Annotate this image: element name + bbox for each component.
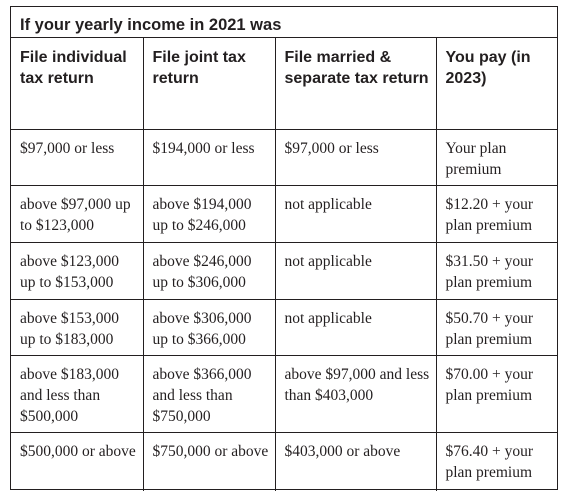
table-cell: not applicable <box>274 298 437 356</box>
table-cell: above $123,000 up to $153,000 <box>11 241 144 300</box>
income-premium-table: If your yearly income in 2021 was File i… <box>10 6 558 491</box>
table-cell: above $246,000 up to $306,000 <box>142 241 276 300</box>
table-cell: above $153,000 up to $183,000 <box>11 298 144 356</box>
table-cell: above $194,000 up to $246,000 <box>142 184 276 243</box>
table-cell: above $366,000 and less than $750,000 <box>142 354 276 433</box>
table-cell: $31.50 + your plan premium <box>435 241 557 300</box>
table-cell: above $97,000 and less than $403,000 <box>274 354 437 433</box>
table-title: If your yearly income in 2021 was <box>11 7 557 38</box>
title-row: If your yearly income in 2021 was <box>11 7 557 38</box>
header-joint: File joint tax return <box>142 36 276 130</box>
table-row: $97,000 or less $194,000 or less $97,000… <box>11 128 557 186</box>
table-cell: $76.40 + your plan premium <box>435 431 557 491</box>
table-cell: $70.00 + your plan premium <box>435 354 557 433</box>
table-cell: above $97,000 up to $123,000 <box>11 184 144 243</box>
table-cell: $403,000 or above <box>274 431 437 491</box>
table-cell: above $306,000 up to $366,000 <box>142 298 276 356</box>
table-row: above $183,000 and less than $500,000 ab… <box>11 354 557 433</box>
table-cell: $750,000 or above <box>142 431 276 491</box>
table-row: above $97,000 up to $123,000 above $194,… <box>11 184 557 243</box>
table-cell: $50.70 + your plan premium <box>435 298 557 356</box>
table-cell: Your plan premium <box>435 128 557 186</box>
table-row: above $123,000 up to $153,000 above $246… <box>11 241 557 300</box>
table-row: above $153,000 up to $183,000 above $306… <box>11 298 557 356</box>
table-cell: not applicable <box>274 184 437 243</box>
header-married-separate: File married & separate tax return <box>274 36 437 130</box>
table-cell: above $183,000 and less than $500,000 <box>11 354 144 433</box>
header-you-pay: You pay (in 2023) <box>435 36 557 130</box>
table-row: $500,000 or above $750,000 or above $403… <box>11 431 557 491</box>
table-cell: $97,000 or less <box>11 128 144 186</box>
premium-table: If your yearly income in 2021 was File i… <box>11 7 557 491</box>
table-cell: $97,000 or less <box>274 128 437 186</box>
header-individual: File individual tax return <box>11 36 144 130</box>
table-cell: not applicable <box>274 241 437 300</box>
table-cell: $12.20 + your plan premium <box>435 184 557 243</box>
table-cell: $500,000 or above <box>11 431 144 491</box>
table-cell: $194,000 or less <box>142 128 276 186</box>
header-row: File individual tax return File joint ta… <box>11 36 557 130</box>
